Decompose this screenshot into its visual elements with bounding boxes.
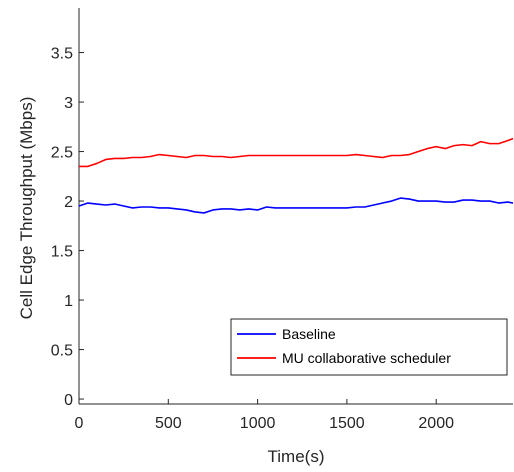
- x-tick-label: 2000: [418, 415, 454, 432]
- chart-axes: 0 0.5 1 1.5 2 2.5 3 3.5 0 500 1000 1500 2000: [51, 8, 513, 432]
- y-tick-label: 0: [64, 392, 73, 409]
- y-axis-label: Cell Edge Throughput (Mbps): [17, 97, 36, 320]
- plot-lines: [78, 137, 514, 214]
- x-axis-label: Time(s): [268, 447, 325, 466]
- y-tick-label: 2.5: [51, 145, 73, 162]
- y-tick-label: 2: [64, 194, 73, 211]
- y-tick-label: 3.5: [51, 46, 73, 63]
- x-tick-label: 1500: [329, 415, 365, 432]
- x-tick-label: 1000: [240, 415, 276, 432]
- series-line-baseline: [78, 197, 514, 214]
- x-tick-label: 500: [155, 415, 182, 432]
- y-tick-label: 3: [64, 95, 73, 112]
- legend-label: MU collaborative scheduler: [282, 350, 451, 366]
- y-tick-label: 1.5: [51, 244, 73, 261]
- legend-label: Baseline: [282, 326, 336, 342]
- y-tick-label: 1: [64, 293, 73, 310]
- x-tick-label: 0: [75, 415, 84, 432]
- series-line-mu-collaborative-scheduler: [79, 137, 514, 168]
- legend-box: [230, 318, 508, 376]
- legend: Baseline MU collaborative scheduler: [230, 318, 508, 376]
- y-tick-label: 0.5: [51, 343, 73, 360]
